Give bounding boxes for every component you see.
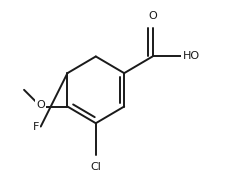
Text: HO: HO — [182, 51, 199, 61]
Text: O: O — [36, 100, 45, 110]
Text: O: O — [147, 11, 156, 21]
Text: F: F — [33, 122, 39, 132]
Text: Cl: Cl — [90, 163, 101, 172]
